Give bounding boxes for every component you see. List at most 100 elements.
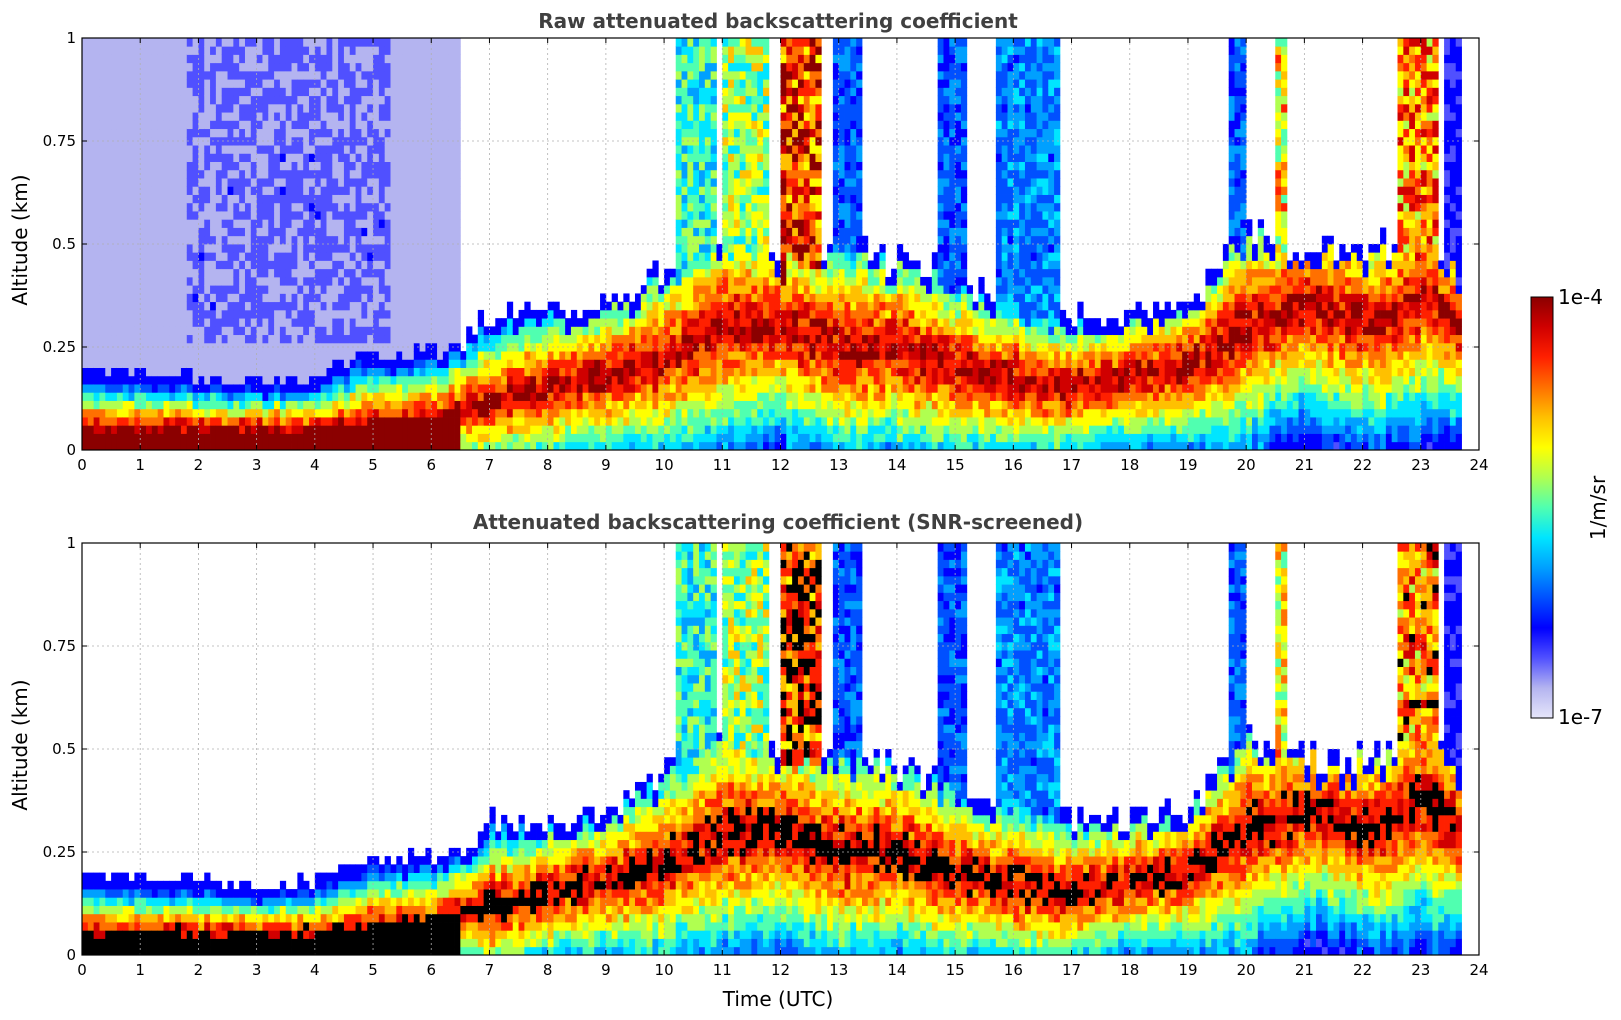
heatmap-cell xyxy=(699,87,706,97)
heatmap-cell xyxy=(239,417,246,426)
heatmap-cell xyxy=(675,70,682,80)
heatmap-cell xyxy=(87,120,95,130)
heatmap-cell xyxy=(786,161,793,171)
heatmap-cell xyxy=(221,425,228,434)
heatmap-cell xyxy=(652,334,659,344)
heatmap-cell xyxy=(792,334,799,344)
heatmap-cell xyxy=(722,87,729,97)
heatmap-cell xyxy=(186,244,193,253)
heatmap-cell xyxy=(163,194,170,204)
heatmap-cell xyxy=(274,301,281,311)
heatmap-cell xyxy=(338,219,345,228)
heatmap-cell xyxy=(664,433,671,443)
heatmap-cell xyxy=(722,260,729,270)
heatmap-cell xyxy=(687,441,694,451)
heatmap-cell xyxy=(559,359,566,368)
heatmap-cell xyxy=(419,54,426,64)
heatmap-cell xyxy=(751,145,758,154)
heatmap-cell xyxy=(82,351,89,360)
heatmap-cell xyxy=(303,268,310,278)
heatmap-cell xyxy=(402,103,409,113)
heatmap-cell xyxy=(122,293,129,303)
heatmap-cell xyxy=(227,359,234,368)
heatmap-cell xyxy=(279,46,287,55)
heatmap-cell xyxy=(757,425,764,434)
heatmap-cell xyxy=(87,417,95,426)
heatmap-cell xyxy=(338,441,345,451)
heatmap-cell xyxy=(367,87,374,97)
heatmap-cell xyxy=(407,194,415,204)
heatmap-cell xyxy=(745,260,752,270)
heatmap-cell xyxy=(704,309,712,319)
heatmap-cell xyxy=(792,359,799,368)
heatmap-cell xyxy=(198,145,205,154)
heatmap-cell xyxy=(512,384,519,393)
heatmap-cell xyxy=(675,367,682,377)
heatmap-cell xyxy=(687,169,694,179)
heatmap-cell xyxy=(681,145,688,154)
heatmap-cell xyxy=(413,54,421,64)
heatmap-cell xyxy=(605,433,613,443)
heatmap-cell xyxy=(262,87,269,97)
heatmap-cell xyxy=(518,359,525,368)
heatmap-cell xyxy=(472,375,479,385)
heatmap-cell xyxy=(326,112,333,121)
heatmap-cell xyxy=(448,202,455,212)
heatmap-cell xyxy=(640,285,648,294)
heatmap-cell xyxy=(384,120,391,130)
heatmap-cell xyxy=(669,359,677,368)
heatmap-cell xyxy=(373,38,380,47)
heatmap-cell xyxy=(215,169,223,179)
heatmap-cell xyxy=(780,375,787,385)
heatmap-cell xyxy=(367,120,374,130)
heatmap-cell xyxy=(722,375,729,385)
heatmap-cell xyxy=(349,268,356,278)
heatmap-cell xyxy=(722,62,729,72)
heatmap-cell xyxy=(442,79,450,88)
heatmap-cell xyxy=(413,441,421,451)
heatmap-cell xyxy=(204,161,211,171)
heatmap-cell xyxy=(431,293,438,303)
heatmap-cell xyxy=(512,351,519,360)
heatmap-cell xyxy=(320,425,327,434)
heatmap-cell xyxy=(349,425,356,434)
heatmap-cell xyxy=(309,359,316,368)
heatmap-cell xyxy=(407,79,415,88)
heatmap-cell xyxy=(355,103,362,113)
heatmap-cell xyxy=(466,433,473,443)
heatmap-cell xyxy=(559,417,566,426)
heatmap-cell xyxy=(675,293,682,303)
heatmap-cell xyxy=(396,145,403,154)
heatmap-cell xyxy=(506,400,514,410)
heatmap-cell xyxy=(425,38,432,47)
heatmap-cell xyxy=(745,359,752,368)
heatmap-cell xyxy=(390,194,397,204)
heatmap-cell xyxy=(198,103,205,113)
heatmap-cell xyxy=(151,153,159,162)
heatmap-cell xyxy=(431,334,438,344)
heatmap-cell xyxy=(297,252,304,261)
heatmap-cell xyxy=(693,301,700,311)
heatmap-cell xyxy=(210,128,217,138)
heatmap-cell xyxy=(332,161,339,171)
heatmap-cell xyxy=(565,318,572,327)
heatmap-cell xyxy=(675,268,682,278)
heatmap-cell xyxy=(384,441,391,451)
heatmap-cell xyxy=(105,211,112,220)
heatmap-cell xyxy=(134,227,141,237)
heatmap-cell xyxy=(116,425,124,434)
heatmap-cell xyxy=(221,433,228,443)
heatmap-cell xyxy=(244,227,252,237)
heatmap-cell xyxy=(710,301,717,311)
heatmap-cell xyxy=(233,326,240,336)
heatmap-cell xyxy=(279,276,287,286)
heatmap-cell xyxy=(745,425,752,434)
heatmap-cell xyxy=(82,202,89,212)
heatmap-cell xyxy=(122,219,129,228)
heatmap-cell xyxy=(256,161,263,171)
heatmap-cell xyxy=(675,202,682,212)
heatmap-cell xyxy=(128,202,135,212)
heatmap-cell xyxy=(757,178,764,187)
heatmap-cell xyxy=(594,359,601,368)
heatmap-cell xyxy=(763,153,770,162)
